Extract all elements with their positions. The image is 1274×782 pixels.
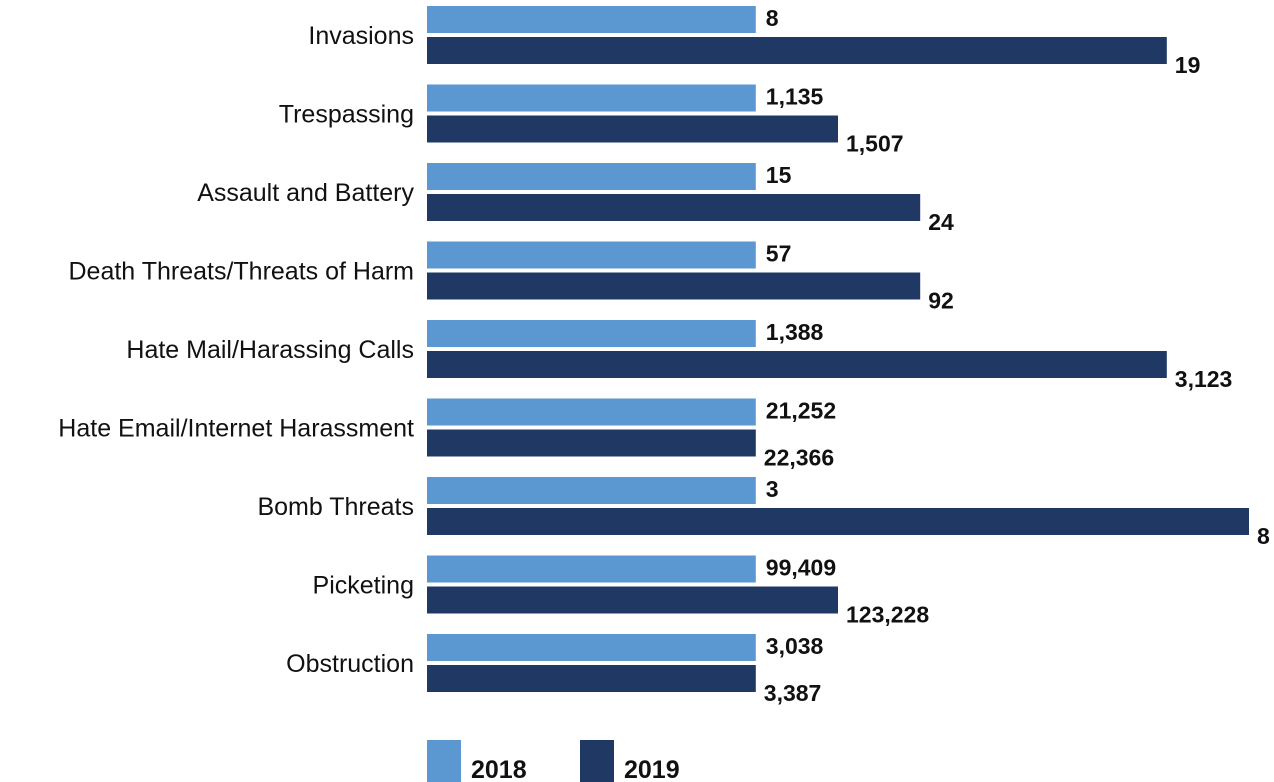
bar-2019-assault-and-battery [427,194,921,221]
value-label-2018-hate-mail-harassing-calls: 1,388 [766,319,824,345]
value-label-2019-invasions: 19 [1175,52,1201,78]
category-label-hate-email-internet-harassment: Hate Email/Internet Harassment [58,415,414,443]
bar-2019-death-threats-threats-of-harm [427,272,921,300]
bar-2018-bomb-threats [427,477,756,504]
category-label-trespassing: Trespassing [279,101,414,129]
bar-2018-trespassing [427,84,756,112]
value-label-2018-hate-email-internet-harassment: 21,252 [766,398,836,424]
value-label-2018-death-threats-threats-of-harm: 57 [766,241,792,267]
bar-2019-bomb-threats [427,508,1249,535]
bar-2018-hate-email-internet-harassment [427,398,756,426]
bar-2018-assault-and-battery [427,163,756,190]
bars [427,6,1249,692]
value-label-2018-invasions: 8 [766,5,779,31]
bar-2018-obstruction [427,634,756,661]
bar-2018-death-threats-threats-of-harm [427,241,756,269]
category-label-picketing: Picketing [313,572,414,600]
bar-2019-invasions [427,37,1167,64]
legend-label-2019: 2019 [624,756,680,782]
category-label-hate-mail-harassing-calls: Hate Mail/Harassing Calls [126,336,414,364]
category-label-bomb-threats: Bomb Threats [257,493,414,521]
value-label-2018-picketing: 99,409 [766,555,836,581]
legend: 2018 2019 [427,740,680,782]
bar-2019-hate-mail-harassing-calls [427,351,1167,378]
legend-label-2018: 2018 [471,756,527,782]
value-label-2019-death-threats-threats-of-harm: 92 [928,288,954,314]
bar-2018-picketing [427,555,756,583]
legend-swatch-2018 [427,740,461,782]
category-labels: Invasions Trespassing Assault and Battery D… [58,22,414,678]
category-label-obstruction: Obstruction [286,650,414,678]
value-label-2019-obstruction: 3,387 [764,680,822,706]
bar-2019-hate-email-internet-harassment [427,429,756,457]
legend-swatch-2019 [580,740,614,782]
value-label-2019-assault-and-battery: 24 [928,209,954,235]
value-label-2018-assault-and-battery: 15 [766,162,792,188]
bar-2019-picketing [427,586,838,614]
bar-2018-hate-mail-harassing-calls [427,320,756,347]
category-label-death-threats-threats-of-harm: Death Threats/Threats of Harm [68,258,414,286]
value-label-2019-trespassing: 1,507 [846,131,904,157]
category-label-invasions: Invasions [308,22,414,50]
category-label-assault-and-battery: Assault and Battery [197,179,414,207]
value-label-2018-obstruction: 3,038 [766,633,824,659]
value-label-2019-bomb-threats: 8 [1257,523,1270,549]
value-label-2019-picketing: 123,228 [846,602,929,628]
bar-2019-trespassing [427,115,838,143]
bar-2019-obstruction [427,665,756,692]
value-labels: 8 19 1,135 1,507 15 24 57 92 1,388 3,123 21,252 22,… [764,5,1270,706]
value-label-2019-hate-mail-harassing-calls: 3,123 [1175,366,1233,392]
value-label-2018-bomb-threats: 3 [766,476,779,502]
value-label-2018-trespassing: 1,135 [766,84,824,110]
bar-2018-invasions [427,6,756,33]
value-label-2019-hate-email-internet-harassment: 22,366 [764,445,834,471]
